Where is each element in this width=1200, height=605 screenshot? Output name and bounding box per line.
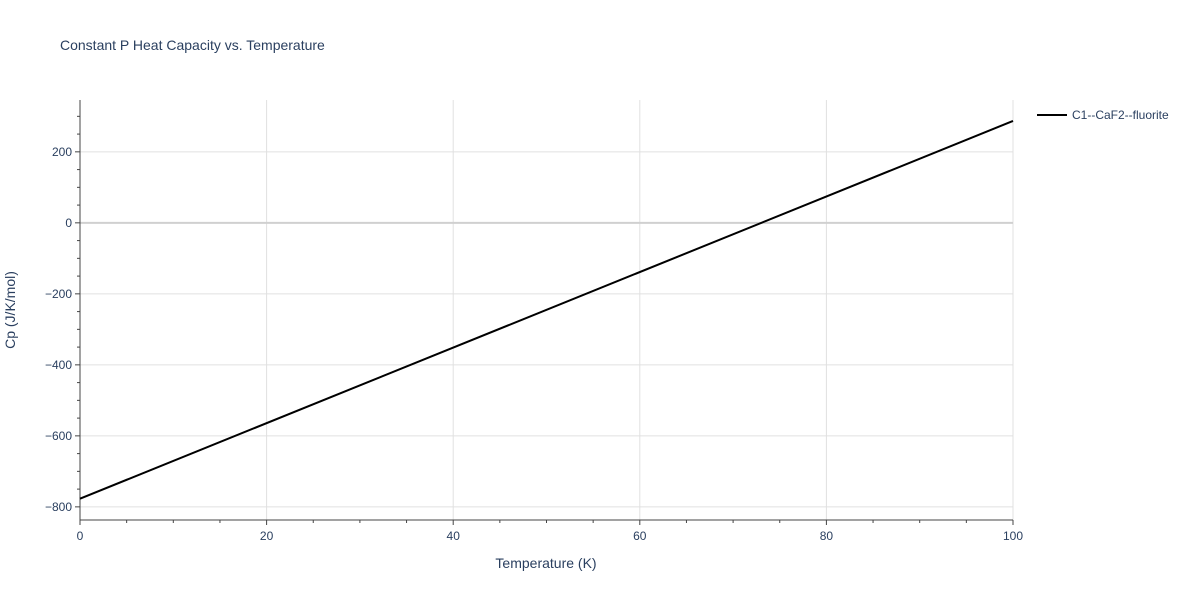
x-tick-label: 60 (633, 529, 647, 543)
chart-title: Constant P Heat Capacity vs. Temperature (60, 37, 325, 53)
x-tick-label: 20 (260, 529, 274, 543)
y-tick-label: 0 (65, 216, 72, 230)
x-tick-label: 40 (447, 529, 461, 543)
y-tick-label: 200 (52, 145, 72, 159)
series-line (79, 120, 1014, 500)
x-axis-label: Temperature (K) (495, 555, 596, 571)
legend[interactable]: C1--CaF2--fluorite (1037, 108, 1169, 122)
x-tick-label: 80 (820, 529, 834, 543)
legend-label: C1--CaF2--fluorite (1072, 108, 1169, 122)
y-axis-label: Cp (J/K/mol) (2, 271, 18, 349)
y-tick-label: −600 (45, 429, 72, 443)
y-tick-label: −200 (45, 287, 72, 301)
y-tick-label: −800 (45, 500, 72, 514)
x-tick-label: 0 (77, 529, 84, 543)
x-tick-label: 100 (1003, 529, 1023, 543)
y-tick-label: −400 (45, 358, 72, 372)
